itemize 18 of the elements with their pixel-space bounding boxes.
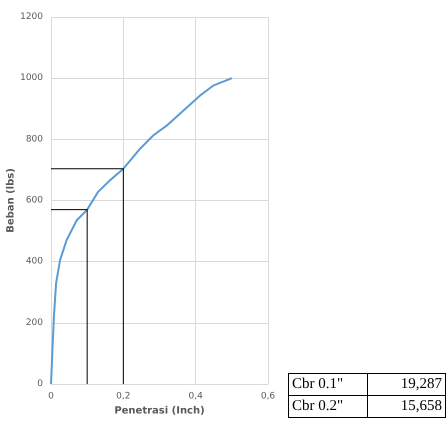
x-axis-title: Penetrasi (Inch) <box>114 405 205 416</box>
x-tick-label: 0,4 <box>188 392 204 402</box>
y-axis-title: Beban (lbs) <box>6 168 17 233</box>
y-tick-label: 800 <box>26 134 44 144</box>
y-tick-label: 600 <box>26 196 44 206</box>
text: Cbr 0.1" <box>288 374 368 396</box>
text: Cbr 0.2" <box>288 396 368 418</box>
text: 15,658 <box>368 396 446 418</box>
y-tick-label: 1000 <box>20 73 44 84</box>
y-tick-label: 0 <box>37 379 44 389</box>
x-tick-label: 0 <box>48 392 54 402</box>
x-tick-label: 0,2 <box>116 392 130 402</box>
line-series <box>50 77 233 385</box>
y-tick-label: 400 <box>26 256 44 267</box>
x-tick-label: 0,6 <box>260 392 276 402</box>
text: 19,287 <box>368 374 446 396</box>
y-tick-label: 1200 <box>20 12 44 22</box>
y-tick-label: 200 <box>26 318 44 328</box>
